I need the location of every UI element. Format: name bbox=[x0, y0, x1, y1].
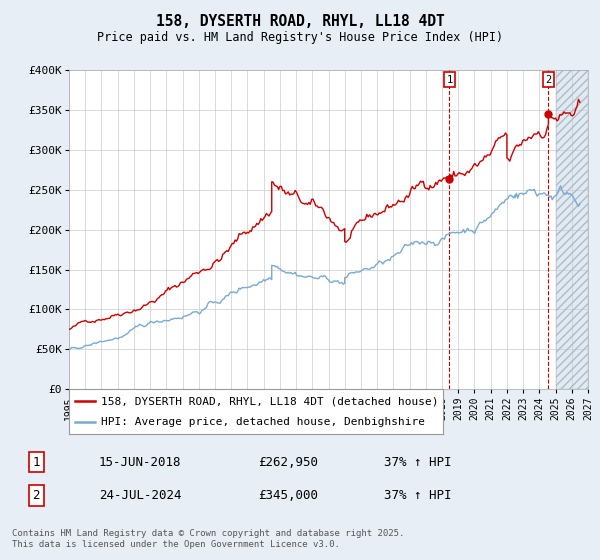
Text: 37% ↑ HPI: 37% ↑ HPI bbox=[384, 489, 452, 502]
Text: Contains HM Land Registry data © Crown copyright and database right 2025.
This d: Contains HM Land Registry data © Crown c… bbox=[12, 529, 404, 549]
Text: 15-JUN-2018: 15-JUN-2018 bbox=[99, 455, 182, 469]
Text: 2: 2 bbox=[545, 75, 551, 85]
Text: Price paid vs. HM Land Registry's House Price Index (HPI): Price paid vs. HM Land Registry's House … bbox=[97, 31, 503, 44]
Text: HPI: Average price, detached house, Denbighshire: HPI: Average price, detached house, Denb… bbox=[101, 417, 425, 427]
Text: 1: 1 bbox=[446, 75, 452, 85]
Text: 2: 2 bbox=[32, 489, 40, 502]
Text: 158, DYSERTH ROAD, RHYL, LL18 4DT (detached house): 158, DYSERTH ROAD, RHYL, LL18 4DT (detac… bbox=[101, 396, 438, 407]
Bar bbox=[556, 70, 588, 389]
Text: 37% ↑ HPI: 37% ↑ HPI bbox=[384, 455, 452, 469]
Text: £345,000: £345,000 bbox=[258, 489, 318, 502]
Text: 158, DYSERTH ROAD, RHYL, LL18 4DT: 158, DYSERTH ROAD, RHYL, LL18 4DT bbox=[155, 14, 445, 29]
Text: £262,950: £262,950 bbox=[258, 455, 318, 469]
Text: 1: 1 bbox=[32, 455, 40, 469]
Bar bbox=[556, 70, 588, 389]
Text: 24-JUL-2024: 24-JUL-2024 bbox=[99, 489, 182, 502]
